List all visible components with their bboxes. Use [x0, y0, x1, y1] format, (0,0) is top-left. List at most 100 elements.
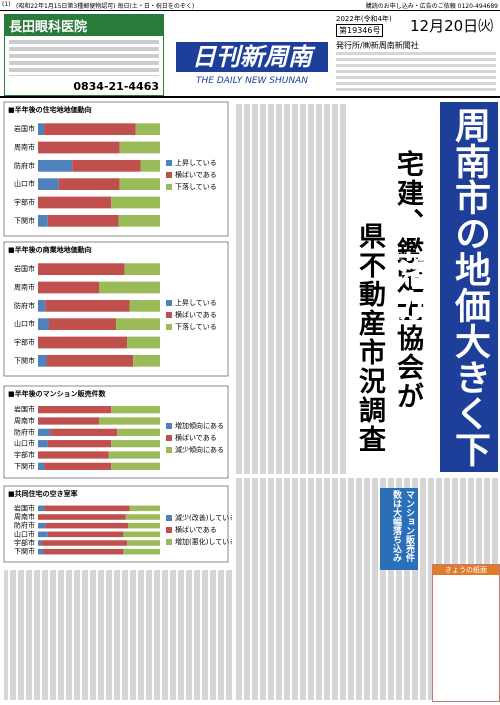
bar-segment: [38, 462, 45, 470]
bar-segment: [38, 505, 45, 512]
index-label: きょうの紙面: [433, 565, 499, 575]
y-tick-label: 周南市: [14, 143, 35, 152]
y-tick-label: 山口市: [14, 319, 35, 328]
y-tick-label: 山口市: [14, 529, 35, 538]
legend-swatch: [166, 184, 172, 190]
legend-swatch: [166, 160, 172, 166]
bar-segment: [58, 178, 120, 191]
bar-segment: [111, 462, 160, 470]
y-tick-label: 宇部市: [14, 538, 35, 547]
bar-segment: [116, 318, 160, 331]
headline: 周南市の地価大きく下落か: [391, 102, 498, 472]
y-tick-label: 下関市: [14, 461, 35, 470]
bar-segment: [50, 428, 118, 436]
bar-segment: [47, 214, 119, 227]
era: 2022年(令和4年): [336, 15, 392, 23]
bar-segment: [135, 123, 160, 136]
publisher: 発行所/㈱新周南新聞社: [336, 41, 419, 50]
rule: [0, 10, 500, 11]
bar-segment: [38, 336, 128, 349]
legend-swatch: [166, 527, 172, 533]
y-tick-label: 下関市: [14, 547, 35, 556]
legend-label: 下落している: [175, 322, 217, 331]
bar-segment: [111, 440, 160, 448]
permit: (昭和22年1月15日第3種郵便物認可) 毎日(土・日・祝日をのぞく): [16, 3, 195, 10]
y-tick-label: 周南市: [14, 512, 35, 521]
article-body: [4, 570, 232, 700]
bar-segment: [99, 417, 160, 425]
bar-segment: [38, 531, 48, 538]
page-number: (1): [2, 1, 11, 8]
legend-label: 増加傾向にある: [175, 421, 224, 430]
y-tick-label: 下関市: [14, 356, 35, 365]
y-tick-label: 防府市: [14, 427, 35, 436]
bar-segment: [38, 451, 109, 459]
bar-segment: [38, 417, 99, 425]
bar-segment: [38, 548, 43, 555]
bar-segment: [41, 540, 128, 546]
bar-segment: [44, 505, 130, 512]
legend-swatch: [166, 324, 172, 330]
bar-segment: [140, 159, 160, 172]
legend-swatch: [166, 312, 172, 318]
y-tick-label: 宇部市: [14, 198, 35, 207]
publisher-info: [336, 52, 496, 92]
y-tick-label: 岩国市: [14, 124, 35, 133]
y-tick-label: 山口市: [14, 439, 35, 448]
bar-segment: [123, 548, 160, 555]
bar-segment: [42, 548, 124, 555]
chart-title: ■半年後の商業地地価動向: [8, 245, 92, 254]
bar-segment: [38, 428, 51, 436]
bar-segment: [38, 522, 46, 529]
bar-segment: [38, 354, 47, 367]
legend-label: 横ばいである: [175, 525, 217, 534]
legend-swatch: [166, 435, 172, 441]
chart-title: ■共同住宅の空き室率: [8, 489, 78, 498]
bar-segment: [38, 141, 120, 154]
bar-segment: [111, 196, 160, 209]
bar-segment: [38, 123, 45, 136]
legend-swatch: [166, 447, 172, 453]
legend-label: 増加(悪化)している: [175, 537, 232, 546]
bar-segment: [47, 531, 124, 538]
y-tick-label: 岩国市: [14, 503, 35, 512]
y-tick-label: 防府市: [14, 301, 35, 310]
bar-segment: [117, 428, 160, 436]
bar-segment: [119, 178, 160, 191]
ad-name: 長田眼科医院: [5, 15, 163, 36]
bar-segment: [99, 281, 160, 294]
bar-segment: [38, 440, 48, 448]
bar-segment: [38, 281, 99, 294]
y-tick-label: 防府市: [14, 161, 35, 170]
box-headline: マンション販売件数は大幅落ち込み: [380, 488, 418, 570]
bar-segment: [118, 214, 160, 227]
bar-segment: [48, 318, 117, 331]
y-tick-label: 防府市: [14, 521, 35, 530]
charts: ■半年後の住宅地地価動向岩国市周南市防府市山口市宇部市下関市上昇している横ばいで…: [3, 101, 232, 563]
legend-label: 上昇している: [175, 158, 217, 167]
bar-segment: [46, 354, 134, 367]
chart-title: ■半年後のマンション販売件数: [8, 389, 107, 398]
bar-segment: [38, 196, 112, 209]
bar-segment: [72, 159, 141, 172]
y-tick-label: 下関市: [14, 216, 35, 225]
rule: [0, 96, 500, 98]
bar-segment: [119, 141, 160, 154]
y-tick-label: 周南市: [14, 416, 35, 425]
legend-label: 減少傾向にある: [175, 445, 224, 454]
y-tick-label: 岩国市: [14, 264, 35, 273]
bar-segment: [133, 354, 160, 367]
ad-phone: 0834-21-4463: [73, 80, 159, 93]
legend-swatch: [166, 515, 172, 521]
bar-segment: [124, 263, 160, 276]
legend-label: 下落している: [175, 182, 217, 191]
legend-label: 横ばいである: [175, 433, 217, 442]
bar-segment: [38, 514, 126, 520]
y-tick-label: 宇部市: [14, 338, 35, 347]
bar-segment: [44, 462, 112, 470]
legend-swatch: [166, 539, 172, 545]
bar-segment: [108, 451, 160, 459]
legend-label: 横ばいである: [175, 310, 217, 319]
masthead-en: THE DAILY NEW SHUNAN: [196, 76, 308, 86]
issue: 第19346号: [336, 24, 384, 37]
